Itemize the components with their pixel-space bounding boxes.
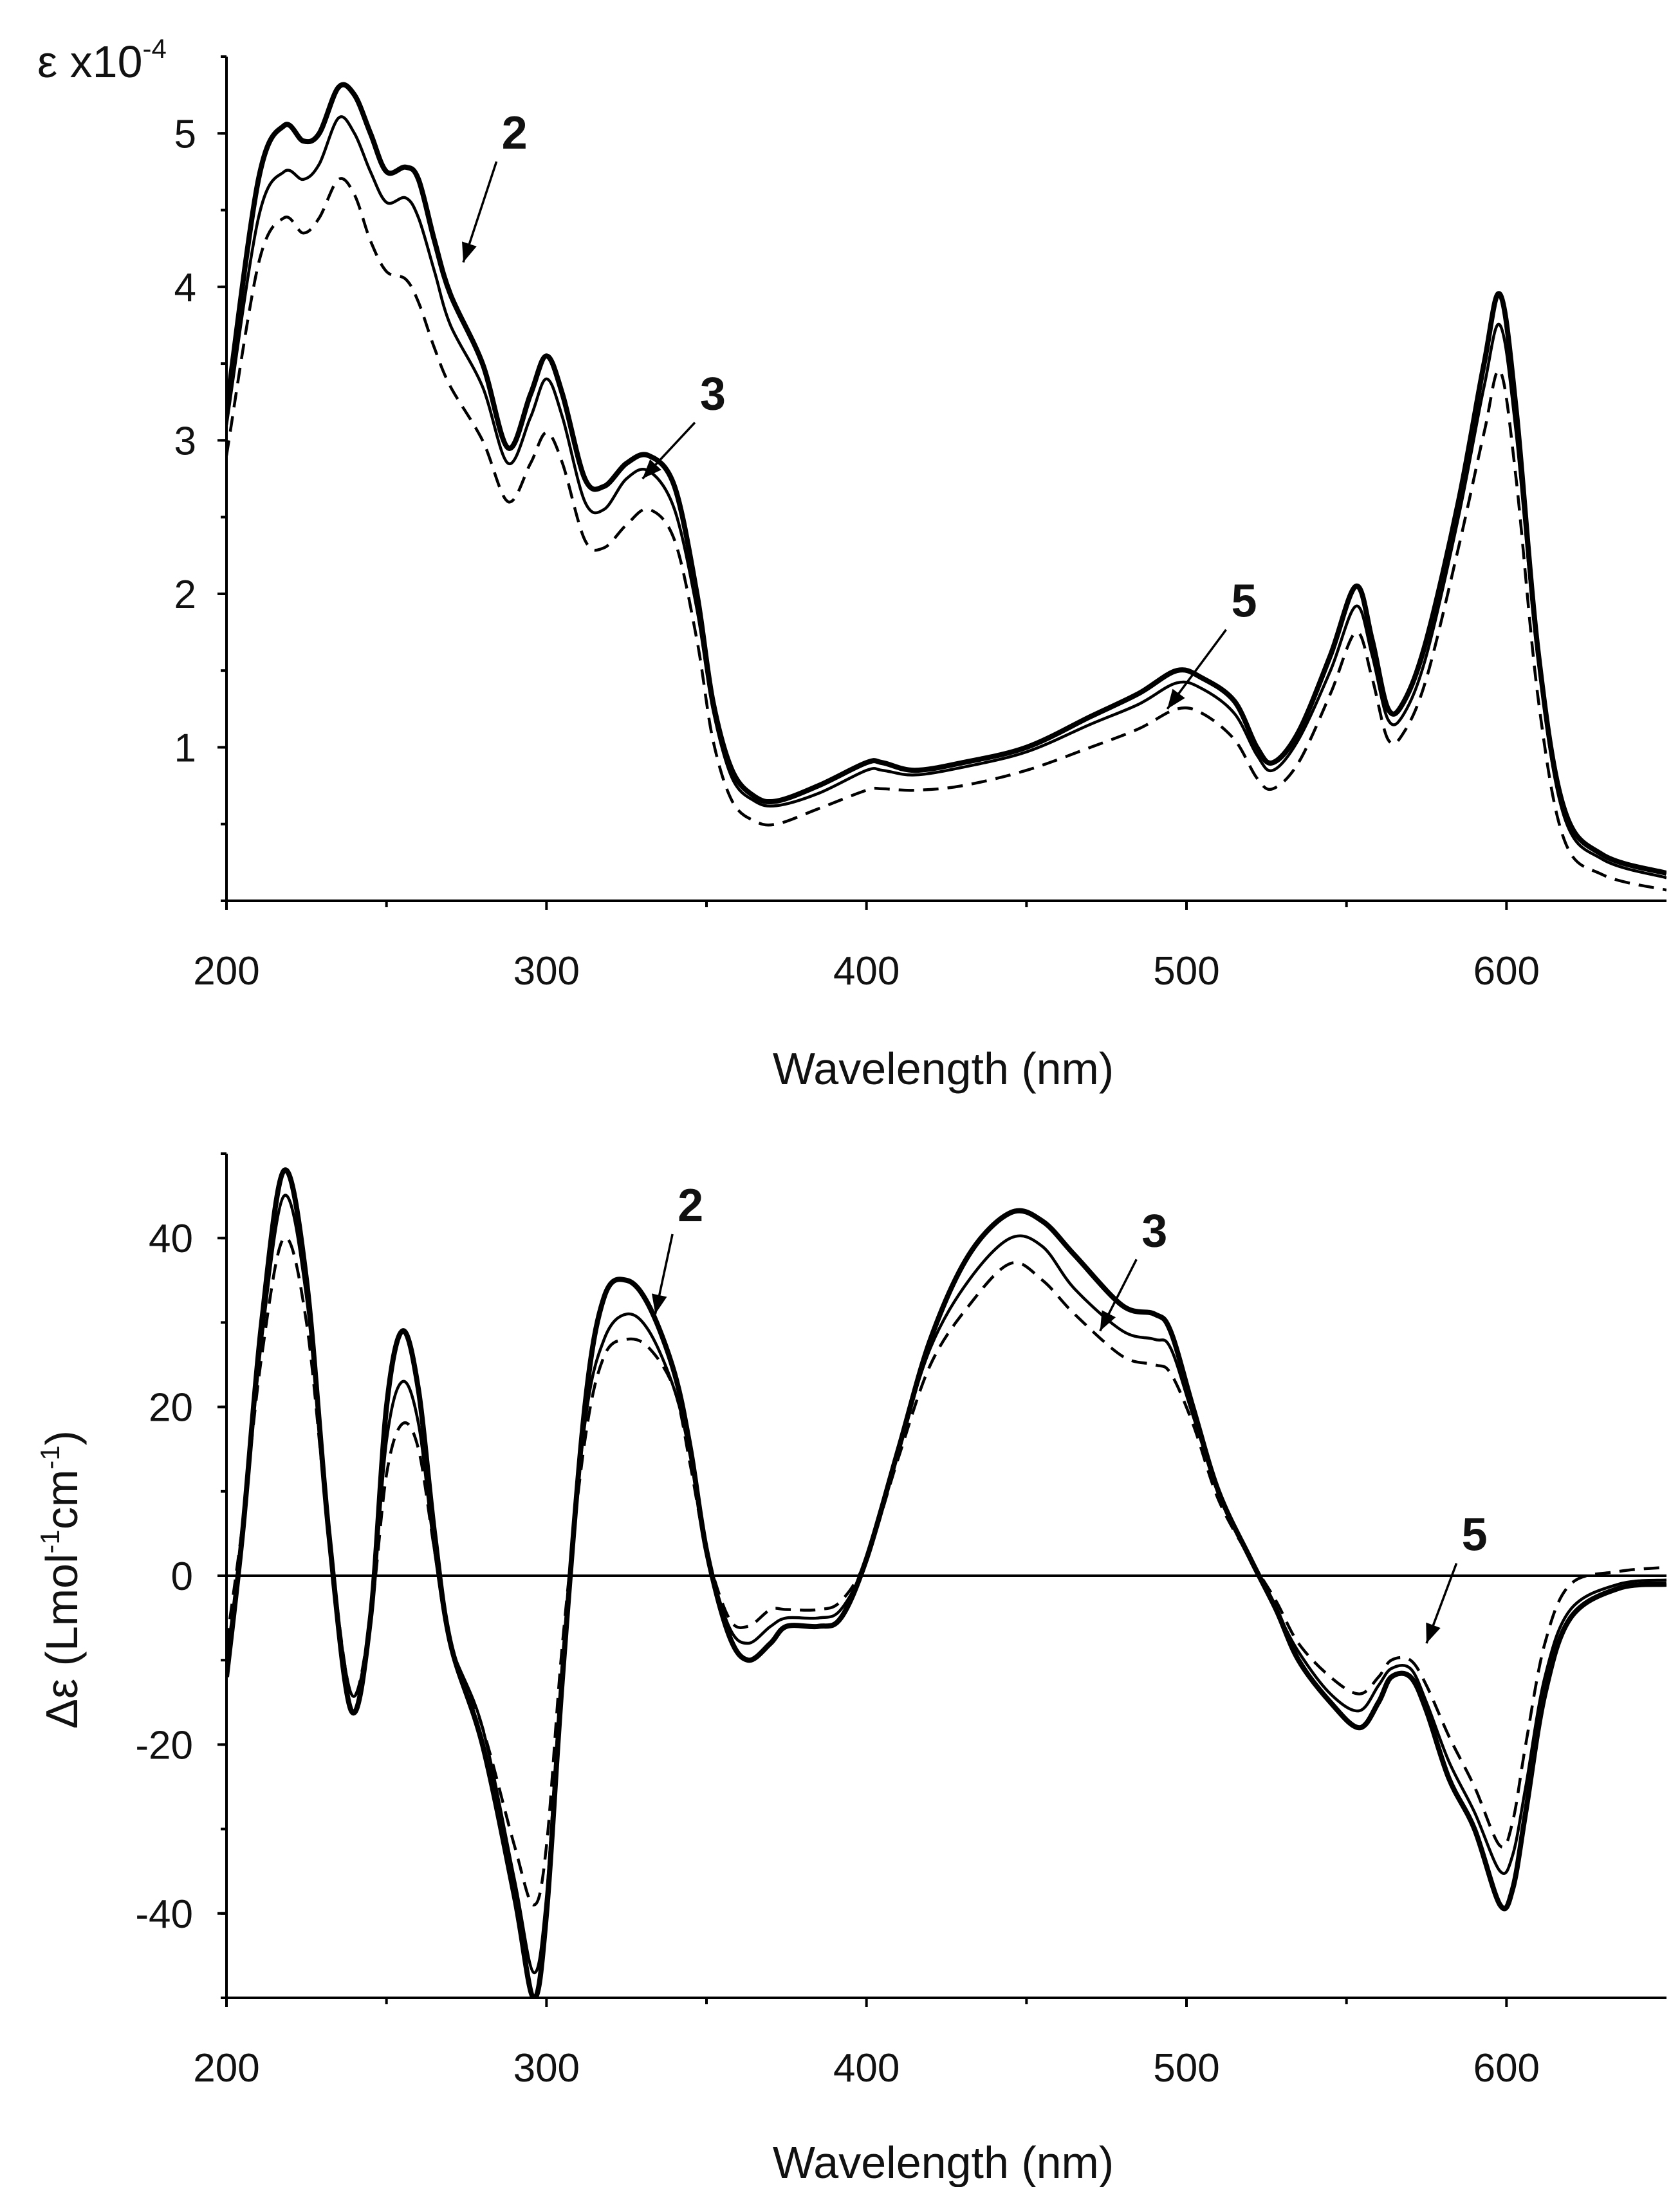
cd-y-tick-label: -40 [135, 1892, 193, 1937]
cd-series-5-line [226, 1236, 1666, 1906]
cd-y-tick-label: 20 [149, 1386, 193, 1430]
cd-y-tick-label: -20 [135, 1723, 193, 1767]
cd-y-title-part1: Δε (Lmol [37, 1553, 87, 1728]
cd-annotation-3-label: 3 [1141, 1205, 1167, 1257]
cd-plot-area: 200 300 400 500 600 -40 -20 0 20 40 2 3 5 [135, 1152, 1666, 2090]
cd-y-tick-label: 0 [171, 1555, 193, 1599]
absorption-x-tick-label: 200 [193, 949, 259, 993]
absorption-x-tick-label: 600 [1473, 949, 1540, 993]
absorption-x-tick-label: 300 [513, 949, 580, 993]
cd-x-tick-label: 400 [833, 2046, 900, 2090]
absorption-series-2-line [226, 82, 1666, 876]
absorption-annotation-5-label: 5 [1231, 576, 1257, 627]
absorption-annotation-5-arrowhead [1167, 688, 1185, 709]
cd-x-title: Wavelength (nm) [773, 2137, 1114, 2187]
absorption-panel: 200 300 400 500 600 1 2 3 4 5 2 3 5 ε x10-4 Waveleng… [37, 33, 1666, 1094]
cd-y-tick-label: 40 [149, 1217, 193, 1261]
cd-y-title-part2: cm [37, 1470, 87, 1529]
cd-x-tick-label: 600 [1473, 2046, 1540, 2090]
absorption-x-tick-label: 400 [833, 949, 900, 993]
absorption-annotation-2-label: 2 [502, 107, 528, 159]
absorption-y-tick-label: 5 [174, 112, 196, 156]
absorption-annotation-3-label: 3 [700, 369, 726, 420]
absorption-x-title: Wavelength (nm) [773, 1044, 1114, 1094]
cd-y-title: Δε (Lmol-1cm-1) [35, 1430, 87, 1729]
cd-y-title-sup2: -1 [35, 1445, 65, 1469]
cd-y-title-part3: ) [37, 1430, 87, 1445]
absorption-series-3-line [226, 115, 1666, 880]
cd-x-tick-label: 500 [1153, 2046, 1219, 2090]
cd-y-title-sup1: -1 [35, 1529, 65, 1553]
absorption-annotation-3-arrowhead [642, 459, 661, 479]
absorption-y-tick-label: 4 [174, 266, 196, 310]
absorption-y-title-exponent: -4 [143, 33, 167, 64]
absorption-y-tick-label: 1 [174, 726, 196, 770]
cd-annotation-5-label: 5 [1462, 1509, 1488, 1561]
cd-x-tick-label: 300 [513, 2046, 580, 2090]
absorption-annotation-2-arrowhead [462, 241, 477, 263]
cd-x-tick-label: 200 [193, 2046, 259, 2090]
absorption-series-5-line [226, 177, 1666, 892]
absorption-y-title: ε x10-4 [37, 33, 167, 87]
cd-annotation-2-arrowhead [651, 1293, 667, 1315]
absorption-y-tick-label: 3 [174, 419, 196, 463]
absorption-y-title-base: ε x10 [37, 37, 143, 87]
absorption-plot-area: 200 300 400 500 600 1 2 3 4 5 2 3 5 [174, 55, 1666, 993]
absorption-y-tick-label: 2 [174, 573, 196, 617]
cd-annotation-3-arrowhead [1100, 1310, 1116, 1331]
cd-annotation-5-arrowhead [1426, 1622, 1441, 1643]
absorption-x-tick-label: 500 [1153, 949, 1219, 993]
cd-annotation-2-label: 2 [678, 1180, 703, 1232]
